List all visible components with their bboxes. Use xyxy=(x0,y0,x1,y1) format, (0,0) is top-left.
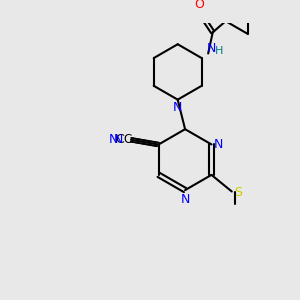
Text: N: N xyxy=(180,193,190,206)
Text: N: N xyxy=(113,133,123,146)
Text: C: C xyxy=(124,133,132,146)
Text: H: H xyxy=(214,46,223,56)
Text: O: O xyxy=(194,0,204,11)
Text: N: N xyxy=(173,101,182,115)
Text: C: C xyxy=(115,133,124,146)
Text: S: S xyxy=(234,186,242,199)
Text: N: N xyxy=(109,133,118,146)
Text: N: N xyxy=(206,42,216,55)
Text: N: N xyxy=(214,138,224,151)
